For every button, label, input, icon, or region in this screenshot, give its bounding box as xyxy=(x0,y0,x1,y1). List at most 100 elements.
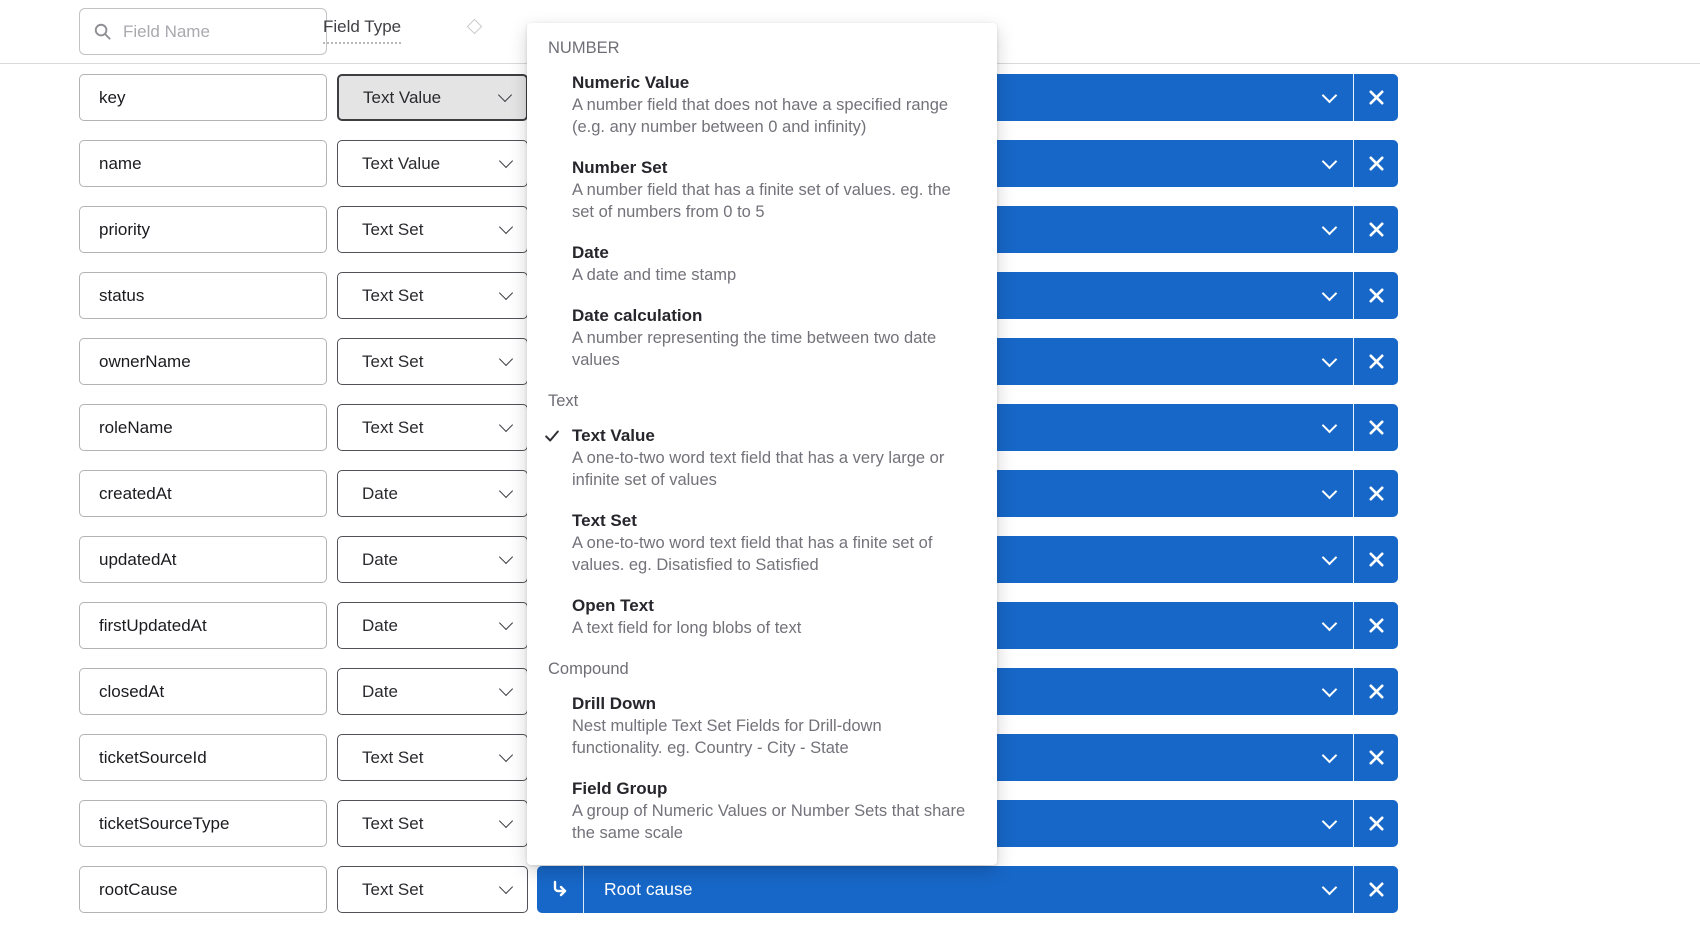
field-type-select[interactable]: Text Value xyxy=(337,140,528,187)
chevron-down-icon xyxy=(498,681,514,697)
field-name-input[interactable] xyxy=(79,602,327,649)
sort-diamond-icon[interactable] xyxy=(466,18,483,35)
remove-field-button[interactable] xyxy=(1354,734,1398,781)
bar-chevron-box[interactable] xyxy=(1307,747,1353,763)
bar-chevron-box[interactable] xyxy=(1307,681,1353,697)
dropdown-menu-item[interactable]: Numeric Value A number field that does n… xyxy=(527,72,997,138)
remove-field-button[interactable] xyxy=(1354,866,1398,913)
bar-chevron-box[interactable] xyxy=(1307,153,1353,169)
field-name-input[interactable] xyxy=(79,404,327,451)
close-icon xyxy=(1368,882,1384,897)
bar-chevron-box[interactable] xyxy=(1307,615,1353,631)
dropdown-item-description: A number field that has a finite set of … xyxy=(572,181,951,221)
field-name-input[interactable] xyxy=(79,140,327,187)
chevron-down-icon xyxy=(1321,417,1338,433)
remove-field-button[interactable] xyxy=(1354,338,1398,385)
dropdown-menu-item[interactable]: Open Text A text field for long blobs of… xyxy=(527,595,997,639)
close-icon xyxy=(1368,618,1384,633)
dropdown-item-description: Nest multiple Text Set Fields for Drill-… xyxy=(572,717,882,757)
dropdown-menu-item[interactable]: Date calculation A number representing t… xyxy=(527,305,997,371)
dropdown-menu-item[interactable]: Date A date and time stamp xyxy=(527,242,997,286)
remove-field-button[interactable] xyxy=(1354,272,1398,319)
mapped-field-bar[interactable]: Root cause xyxy=(537,866,1398,913)
search-input[interactable] xyxy=(121,20,315,43)
field-type-select[interactable]: Text Set xyxy=(337,734,528,781)
remove-field-button[interactable] xyxy=(1354,404,1398,451)
remove-field-button[interactable] xyxy=(1354,140,1398,187)
dropdown-item-description: A one-to-two word text field that has a … xyxy=(572,534,933,574)
dropdown-menu-item[interactable]: Field Group A group of Numeric Values or… xyxy=(527,778,997,844)
field-type-select[interactable]: Date xyxy=(337,602,528,649)
bar-chevron-box[interactable] xyxy=(1307,87,1353,103)
field-type-select[interactable]: Text Set xyxy=(337,404,528,451)
field-type-select[interactable]: Text Set xyxy=(337,272,528,319)
close-icon xyxy=(1368,156,1384,171)
bar-chevron-box[interactable] xyxy=(1307,483,1353,499)
bar-chevron-box[interactable] xyxy=(1307,285,1353,301)
chevron-down-icon xyxy=(1321,813,1338,829)
dropdown-menu-item[interactable]: Number Set A number field that has a fin… xyxy=(527,157,997,223)
field-type-select[interactable]: Date xyxy=(337,668,528,715)
bar-chevron-box[interactable] xyxy=(1307,351,1353,367)
field-type-select[interactable]: Date xyxy=(337,536,528,583)
field-type-select[interactable]: Text Set xyxy=(337,338,528,385)
chevron-down-icon xyxy=(498,153,514,169)
close-icon xyxy=(1368,90,1384,105)
field-type-select[interactable]: Date xyxy=(337,470,528,517)
field-name-input[interactable] xyxy=(79,800,327,847)
close-icon xyxy=(1368,222,1384,237)
field-type-select[interactable]: Text Set xyxy=(337,206,528,253)
close-icon xyxy=(1368,552,1384,567)
field-name-input[interactable] xyxy=(79,668,327,715)
bar-chevron-box[interactable] xyxy=(1307,417,1353,433)
bar-chevron-box[interactable] xyxy=(1307,813,1353,829)
bar-right-divider xyxy=(1352,602,1354,649)
bar-right-divider xyxy=(1352,866,1354,913)
field-name-search[interactable] xyxy=(79,8,327,55)
bar-right-divider xyxy=(1352,74,1354,121)
bar-chevron-box[interactable] xyxy=(1307,219,1353,235)
field-name-input[interactable] xyxy=(79,536,327,583)
remove-field-button[interactable] xyxy=(1354,800,1398,847)
remove-field-button[interactable] xyxy=(1354,74,1398,121)
close-icon xyxy=(1368,288,1384,303)
bar-right-divider xyxy=(1352,272,1354,319)
field-type-value: Date xyxy=(362,681,398,701)
field-type-select[interactable]: Text Set xyxy=(337,800,528,847)
dropdown-item-description: A text field for long blobs of text xyxy=(572,619,802,637)
remove-field-button[interactable] xyxy=(1354,536,1398,583)
field-row: Text Set Root cause xyxy=(0,866,1700,913)
field-name-input[interactable] xyxy=(79,734,327,781)
field-type-value: Text Set xyxy=(362,285,424,305)
field-name-input[interactable] xyxy=(79,272,327,319)
bar-chevron-box[interactable] xyxy=(1307,549,1353,565)
field-name-input[interactable] xyxy=(79,74,327,121)
field-type-value: Text Set xyxy=(362,417,424,437)
dropdown-menu-item[interactable]: Text Value A one-to-two word text field … xyxy=(527,425,997,491)
field-type-select[interactable]: Text Value xyxy=(337,74,528,121)
bar-right-divider xyxy=(1352,338,1354,385)
remove-field-button[interactable] xyxy=(1354,602,1398,649)
field-type-value: Text Set xyxy=(362,879,424,899)
remove-field-button[interactable] xyxy=(1354,470,1398,517)
remove-field-button[interactable] xyxy=(1354,206,1398,253)
dropdown-section: Compound Drill Down Nest multiple Text S… xyxy=(527,658,997,844)
dropdown-menu-item[interactable]: Text Set A one-to-two word text field th… xyxy=(527,510,997,576)
remove-field-button[interactable] xyxy=(1354,668,1398,715)
bar-chevron-box[interactable] xyxy=(1307,879,1353,895)
field-name-input[interactable] xyxy=(79,866,327,913)
field-type-dropdown-menu: NUMBER Numeric Value A number field that… xyxy=(527,23,997,865)
close-icon xyxy=(1368,816,1384,831)
chevron-down-icon xyxy=(498,813,514,829)
dropdown-item-description: A group of Numeric Values or Number Sets… xyxy=(572,802,966,842)
field-name-input[interactable] xyxy=(79,470,327,517)
chevron-down-icon xyxy=(1321,747,1338,763)
field-type-select[interactable]: Text Set xyxy=(337,866,528,913)
field-type-value: Text Value xyxy=(362,153,441,173)
close-icon xyxy=(1368,750,1384,765)
chevron-down-icon xyxy=(498,483,514,499)
field-name-input[interactable] xyxy=(79,206,327,253)
close-icon xyxy=(1368,420,1384,435)
field-name-input[interactable] xyxy=(79,338,327,385)
dropdown-menu-item[interactable]: Drill Down Nest multiple Text Set Fields… xyxy=(527,693,997,759)
